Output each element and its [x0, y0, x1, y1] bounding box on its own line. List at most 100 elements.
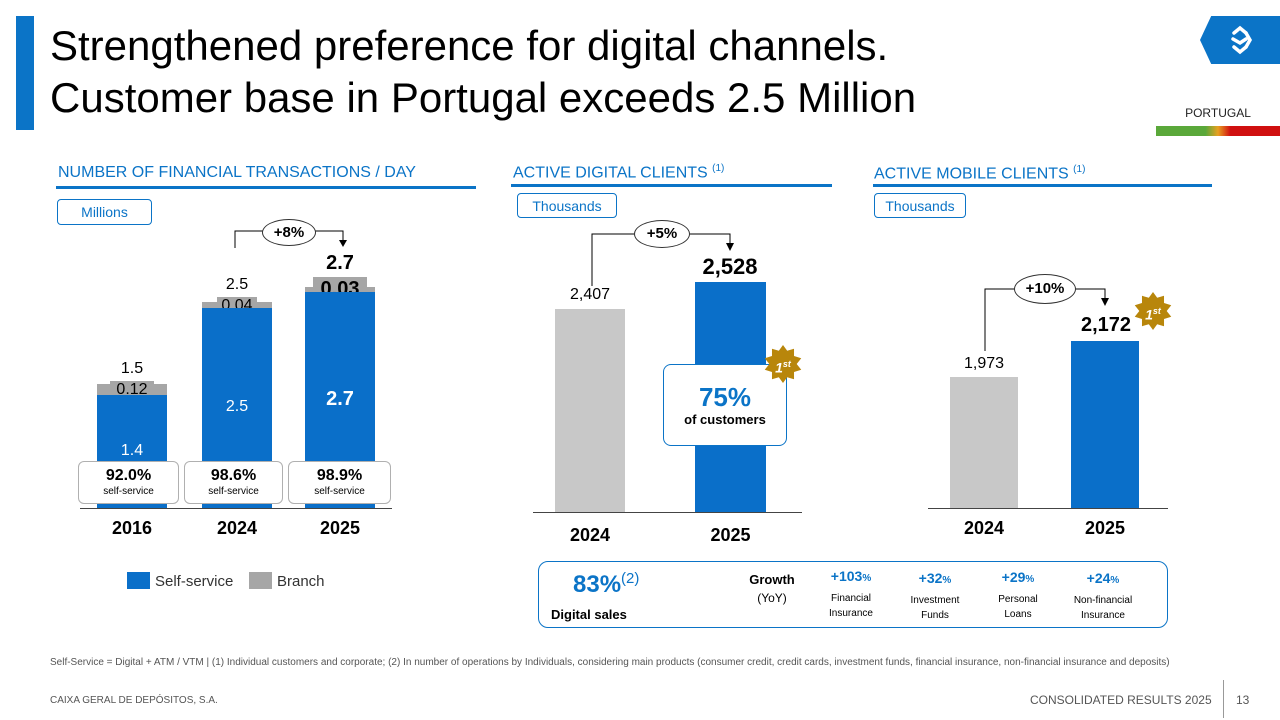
bar-2025-total: 2.7 [326, 252, 354, 274]
sales-item-3-label: Non-financial Insurance [1063, 593, 1143, 623]
sales-item-2-unit: % [1025, 574, 1035, 585]
bar-2024-total: 2.5 [225, 276, 249, 293]
title-accent-bar [16, 16, 34, 130]
year-2016: 2016 [111, 518, 153, 538]
selfservice-pct-2024: 98.6% [210, 467, 257, 484]
mobile-2024-value: 1,973 [963, 355, 1005, 372]
digital-2025-value: 2,528 [702, 254, 758, 279]
digital-growth-badge: +5% [634, 220, 690, 248]
digital-title-sup: (1) [712, 163, 725, 174]
mobile-growth-badge: +10% [1014, 274, 1076, 304]
selfservice-pct-2025: 98.9% [316, 467, 363, 484]
country-label: PORTUGAL [1185, 106, 1251, 120]
sales-item-0-label: Financial Insurance [816, 591, 886, 621]
bar-2024-self-label: 2.5 [225, 398, 249, 415]
digital-sales-pct-sup: (2) [621, 570, 640, 587]
transactions-unit: Millions [57, 199, 152, 225]
sales-item-1-value: +32% [900, 570, 970, 586]
sales-item-3-line1: Non-financial [1073, 595, 1133, 606]
digital-2024-bar [555, 309, 625, 512]
sales-item-3-line2: Insurance [1081, 610, 1125, 621]
sales-item-2-value: +29% [983, 569, 1053, 585]
sales-item-0-line1: Financial [830, 593, 872, 604]
footer-report: CONSOLIDATED RESULTS 2025 [1030, 693, 1212, 707]
mobile-badge-number: 1 [1145, 306, 1153, 323]
mobile-badge-sup: st [1152, 306, 1161, 316]
legend-branch-swatch [249, 572, 272, 589]
mobile-2024-bar [950, 377, 1018, 508]
digital-sales-pct-value: 83% [573, 571, 622, 598]
sales-item-0-line2: Insurance [829, 608, 873, 619]
footer-divider [1223, 680, 1224, 718]
page-number: 13 [1236, 693, 1250, 707]
mobile-2025-value: 2,172 [1080, 314, 1132, 336]
selfservice-label-2016: self-service [103, 486, 154, 497]
digital-year-2025: 2025 [710, 525, 751, 545]
transactions-underline [56, 186, 476, 189]
page-title-line1: Strengthened preference for digital chan… [50, 22, 889, 69]
digital-callout-pct: 75% [698, 382, 752, 412]
digital-2024-value: 2,407 [569, 286, 611, 303]
digital-badge-number: 1 [775, 359, 783, 376]
selfservice-box-2016: 92.0% self-service [78, 461, 179, 504]
mobile-title: ACTIVE MOBILE CLIENTS (1) [874, 164, 1085, 183]
transactions-growth-badge: +8% [262, 219, 316, 246]
page-title-line2: Customer base in Portugal exceeds 2.5 Mi… [50, 74, 917, 121]
mobile-year-2025: 2025 [1084, 518, 1126, 538]
bar-2025-self-label: 2.7 [326, 388, 354, 410]
year-2024-transactions: 2024 [216, 518, 258, 538]
mobile-unit: Thousands [874, 193, 966, 218]
digital-badge-sup: st [782, 359, 791, 369]
mobile-axis [928, 508, 1168, 509]
selfservice-box-2024: 98.6% self-service [184, 461, 283, 504]
transactions-axis [80, 508, 392, 509]
growth-label: Growth [749, 572, 795, 587]
sales-item-2-line2: Loans [1004, 609, 1032, 620]
digital-title-text: ACTIVE DIGITAL CLIENTS [513, 164, 708, 182]
mobile-2025-bar [1071, 341, 1139, 508]
sales-item-3-number: +24 [1086, 570, 1111, 586]
digital-sales-label: Digital sales [551, 607, 627, 622]
digital-callout: 75% of customers [663, 364, 787, 446]
sales-item-0-number: +103 [830, 568, 863, 584]
digital-sales-panel [538, 561, 1168, 628]
flag-stripe [1156, 126, 1280, 136]
digital-unit: Thousands [517, 193, 617, 218]
year-2025-transactions: 2025 [319, 518, 361, 538]
sales-item-2-number: +29 [1001, 569, 1026, 585]
digital-sales-pct: 83%(2) [573, 570, 639, 599]
sales-item-1-unit: % [942, 575, 952, 586]
sales-item-0-unit: % [862, 573, 872, 584]
digital-underline [511, 184, 832, 187]
selfservice-box-2025: 98.9% self-service [288, 461, 391, 504]
sales-item-3-unit: % [1110, 575, 1120, 586]
footnote: Self-Service = Digital + ATM / VTM | (1)… [50, 657, 1170, 668]
mobile-year-2024: 2024 [963, 518, 1005, 538]
sales-item-2-label: Personal Loans [983, 592, 1053, 622]
mobile-title-text: ACTIVE MOBILE CLIENTS [874, 165, 1069, 183]
selfservice-pct-2016: 92.0% [105, 467, 152, 484]
digital-year-2024: 2024 [569, 525, 611, 545]
sales-item-0-value: +103% [816, 568, 886, 584]
bar-2016-self-label: 1.4 [120, 442, 144, 459]
bar-2016-branch-label: 0.12 [110, 381, 154, 399]
sales-item-1-label: Investment Funds [900, 593, 970, 623]
digital-axis [533, 512, 802, 513]
footer-company: CAIXA GERAL DE DEPÓSITOS, S.A. [50, 695, 218, 706]
growth-sublabel: (YoY) [757, 591, 787, 605]
legend-branch-label: Branch [277, 573, 325, 590]
selfservice-label-2025: self-service [314, 486, 365, 497]
mobile-title-sup: (1) [1073, 164, 1086, 175]
sales-item-1-number: +32 [918, 570, 943, 586]
sales-item-1-line2: Funds [921, 610, 949, 621]
digital-title: ACTIVE DIGITAL CLIENTS (1) [513, 163, 724, 182]
sales-item-1-line1: Investment [910, 595, 960, 606]
selfservice-label-2024: self-service [208, 486, 259, 497]
sales-item-2-line1: Personal [998, 594, 1038, 605]
transactions-title: NUMBER OF FINANCIAL TRANSACTIONS / DAY [58, 164, 416, 181]
cgd-logo [1200, 16, 1280, 64]
cgd-logo-icon [1231, 25, 1253, 55]
page-title: Strengthened preference for digital chan… [50, 20, 916, 124]
mobile-underline [873, 184, 1212, 187]
digital-callout-label: of customers [684, 412, 766, 427]
